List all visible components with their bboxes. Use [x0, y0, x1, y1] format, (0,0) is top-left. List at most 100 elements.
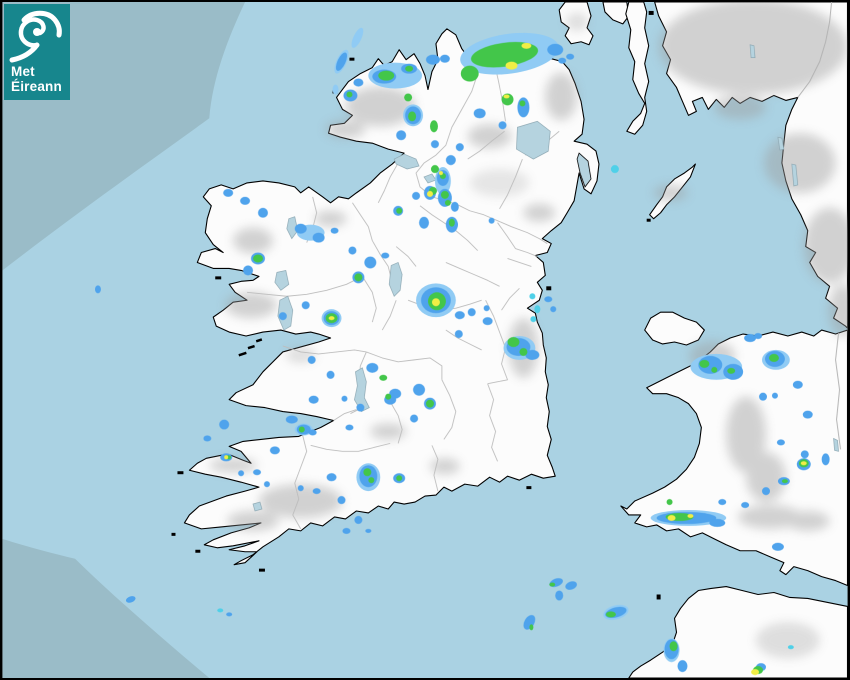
- radar-cell: [326, 473, 337, 482]
- radar-cell: [776, 439, 785, 446]
- radar-cell: [285, 415, 298, 424]
- radar-cell: [488, 217, 495, 224]
- cumbria-lake: [791, 163, 799, 187]
- radar-cell: [308, 429, 317, 436]
- lough-derg: [354, 367, 370, 413]
- logo-text-line2: Éireann: [11, 79, 62, 95]
- jura-island: [602, 2, 630, 25]
- radar-cell: [525, 349, 540, 360]
- radar-cell: [346, 91, 353, 98]
- radar-cell: [450, 201, 459, 212]
- radar-cell: [530, 316, 537, 323]
- radar-cell: [507, 337, 520, 347]
- radar-cell: [709, 518, 726, 527]
- radar-cell: [802, 410, 813, 419]
- radar-cell: [238, 470, 245, 477]
- radar-cell: [257, 207, 268, 218]
- out-of-range-area: [2, 538, 210, 678]
- radar-cell: [253, 469, 261, 476]
- lough-erne: [393, 153, 420, 170]
- radar-cell: [381, 252, 390, 259]
- radar-cell: [727, 367, 736, 374]
- radar-cell: [792, 380, 803, 389]
- radar-cell: [529, 624, 534, 631]
- radar-cell: [771, 392, 778, 399]
- radar-cell: [94, 285, 101, 294]
- radar-cell: [444, 199, 451, 206]
- radar-cell: [687, 513, 694, 518]
- radar-cell: [368, 477, 375, 484]
- radar-cell: [240, 196, 251, 205]
- lough-conn: [286, 216, 299, 240]
- radar-cell: [759, 392, 767, 401]
- radar-cell: [366, 362, 379, 373]
- radar-cell: [353, 78, 364, 87]
- radar-cell: [771, 542, 784, 551]
- radar-cell: [667, 514, 676, 521]
- radar-cell: [744, 334, 757, 342]
- radar-cell: [718, 499, 727, 506]
- radar-cell: [337, 496, 346, 505]
- radar-cell: [473, 108, 486, 119]
- lough-ree: [388, 261, 403, 297]
- radar-cell: [550, 306, 557, 313]
- radar-cell: [385, 393, 392, 400]
- radar-cell: [312, 232, 325, 243]
- radar-cell: [555, 590, 564, 601]
- radar-cell: [263, 481, 270, 488]
- radar-cell: [781, 479, 788, 484]
- radar-cell: [430, 165, 439, 173]
- strangford-lough: [576, 152, 592, 188]
- radar-cell: [413, 383, 425, 396]
- radar-cell: [419, 216, 429, 229]
- radar-cell: [354, 273, 363, 282]
- radar-cell: [335, 52, 348, 71]
- radar-cell: [471, 41, 539, 68]
- radar-cell: [410, 414, 419, 423]
- radar-cell: [455, 143, 464, 152]
- radar-cell: [610, 165, 619, 173]
- radar-cell: [223, 188, 234, 197]
- aran-islands: [255, 338, 263, 343]
- radar-cell: [278, 312, 287, 321]
- radar-cell: [751, 669, 760, 676]
- radar-cell: [341, 395, 348, 402]
- islet: [171, 532, 176, 536]
- radar-cell: [566, 53, 575, 60]
- radar-cell: [529, 293, 536, 300]
- lough-mask: [274, 269, 290, 291]
- radar-cell: [125, 596, 136, 603]
- radar-cell: [224, 455, 229, 460]
- islet: [258, 568, 265, 572]
- radar-cell: [429, 120, 438, 133]
- radar-cell: [243, 265, 254, 276]
- radar-cell: [741, 502, 750, 509]
- radar-cell: [219, 419, 230, 430]
- radar-cell: [754, 333, 763, 340]
- radar-cell: [217, 608, 224, 613]
- radar-cell: [351, 27, 364, 48]
- radar-cell: [342, 527, 351, 534]
- radar-cell: [396, 207, 403, 214]
- scottish-loch: [749, 44, 756, 59]
- radar-cell: [549, 582, 556, 587]
- radar-cell: [426, 190, 433, 197]
- radar-cell: [405, 65, 414, 72]
- radar-cell: [440, 190, 449, 199]
- radar-cell: [307, 355, 316, 364]
- radar-cell: [669, 641, 678, 652]
- radar-cell: [787, 645, 794, 650]
- radar-cell: [544, 296, 553, 303]
- radar-cell: [519, 100, 526, 107]
- radar-cell: [269, 446, 280, 455]
- radar-cell: [454, 330, 463, 339]
- anglesey-island: [644, 311, 705, 346]
- radar-cell: [547, 43, 564, 56]
- logo-canvas: [4, 4, 70, 100]
- rain-cyan-layer: [217, 165, 794, 650]
- kintyre-peninsula: [625, 2, 650, 135]
- islet: [177, 471, 184, 475]
- radar-cell: [332, 84, 339, 95]
